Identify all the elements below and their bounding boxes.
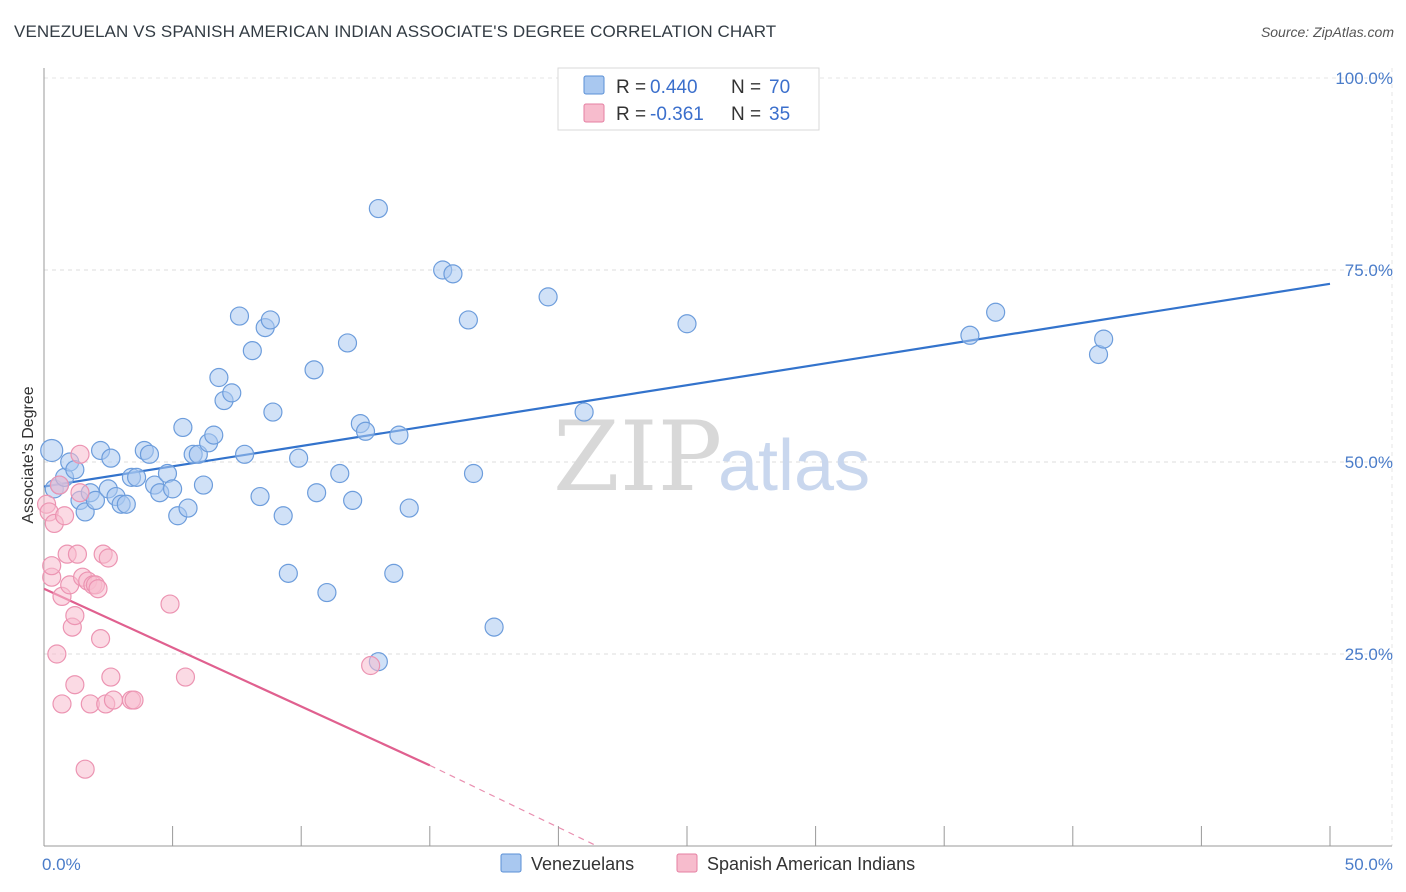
bottom-legend: Venezuelans Spanish American Indians [500,853,915,874]
venezuelans-point-35 [229,306,250,326]
spanish-american-indians-point-32 [124,690,144,710]
venezuelans-point-48 [330,463,350,484]
y-tick-label-3: 100.0% [1335,69,1393,88]
venezuelans-point-56 [389,425,409,445]
x-tick-label-1: 50.0% [1345,855,1393,874]
venezuelans-point-31 [204,425,224,445]
venezuelans-point-45 [304,360,324,380]
legend-r-value-2: -0.361 [650,104,704,125]
venezuelans-point-64 [574,402,594,422]
legend-n-value-1: 70 [769,77,790,98]
venezuelans-point-52 [355,421,376,441]
venezuelans-point-9 [85,490,106,510]
y-tick-labels: 25.0% 50.0% 75.0% 100.0% [1335,69,1393,664]
venezuelans-point-32 [209,367,229,388]
spanish-american-indians-point-35 [361,655,381,676]
venezuelans-point-61 [463,463,484,484]
venezuelans-point-38 [250,486,270,507]
venezuelans-point-54 [368,198,388,219]
venezuelans-point-43 [278,563,298,583]
spanish-american-indians-point-8 [52,694,72,714]
spanish-american-indians-point-5 [47,644,67,664]
legend-n-label-2: N = [731,104,761,125]
bottom-legend-label-venezuelans: Venezuelans [531,854,634,874]
spanish-american-indians-point-9 [54,506,75,526]
y-tick-label-0: 25.0% [1345,645,1393,664]
legend-swatch-venezuelans [583,75,605,95]
y-tick-label-2: 75.0% [1345,261,1393,280]
venezuelans-point-34 [222,383,242,403]
x-tick-label-0: 0.0% [42,855,81,874]
venezuelans-point-23 [163,479,183,499]
venezuelans-point-12 [101,448,121,468]
spanish-american-indians-point-33 [160,594,180,614]
venezuelans-point-67 [986,302,1006,322]
spanish-american-indians-point-28 [98,548,118,568]
spanish-american-indians-trend-line-extension [429,764,598,847]
legend-r-value-1: 0.440 [650,77,698,98]
trend-lines [43,282,1331,847]
spanish-american-indians-point-13 [65,605,85,626]
venezuelans-point-41 [263,402,283,422]
venezuelans-trend-line [43,282,1331,488]
venezuelans-point-50 [343,490,363,510]
venezuelans-point-47 [317,582,337,603]
venezuelans-point-62 [484,617,504,637]
x-tick-labels: 0.0% 50.0% [42,855,1393,874]
watermark-atlas: atlas [718,426,870,506]
venezuelans-point-0 [40,438,64,463]
venezuelans-point-25 [173,417,193,438]
spanish-american-indians-point-29 [101,667,121,687]
spanish-american-indians-point-6 [49,475,70,495]
venezuelans-point-59 [443,264,463,284]
y-axis-label: Associate's Degree [20,386,37,523]
data-points [36,198,1114,779]
venezuelans-point-37 [242,341,262,361]
venezuelans-point-63 [538,287,558,307]
legend-r-label-1: R = [616,77,646,98]
venezuelans-point-40 [260,310,280,330]
spanish-american-indians-point-19 [75,759,95,779]
venezuelans-point-49 [337,333,358,353]
chart-title: VENEZUELAN VS SPANISH AMERICAN INDIAN AS… [14,22,777,41]
venezuelans-point-15 [116,494,136,514]
bottom-legend-label-spanish-american-indians: Spanish American Indians [707,854,915,874]
venezuelans-point-17 [126,467,147,487]
legend-n-value-2: 35 [769,104,790,125]
spanish-american-indians-point-24 [88,579,108,599]
spanish-american-indians-point-30 [103,690,124,710]
venezuelans-point-29 [193,475,214,495]
spanish-american-indians-point-3 [42,556,62,576]
venezuelans-point-66 [960,325,980,345]
grid-lines [44,68,1393,846]
venezuelans-point-65 [677,314,697,334]
venezuelans-point-69 [1094,329,1114,349]
legend-r-label-2: R = [616,104,646,125]
venezuelans-point-57 [399,498,419,518]
legend: R = 0.440 N = 70 R = -0.361 N = 35 [557,67,820,131]
venezuelans-point-46 [307,483,327,503]
watermark: ZIP atlas [553,401,870,513]
legend-n-label-1: N = [731,77,761,98]
spanish-american-indians-point-25 [90,629,111,649]
legend-swatch-spanish-american-indians [583,103,605,123]
bottom-legend-swatch-spanish-american-indians [676,853,698,873]
venezuelans-point-26 [178,498,198,518]
bottom-legend-swatch-venezuelans [500,853,522,873]
venezuelans-point-60 [458,310,478,330]
venezuelans-point-42 [273,506,293,526]
spanish-american-indians-point-17 [70,483,90,503]
spanish-american-indians-point-16 [70,444,90,464]
source-credit: Source: ZipAtlas.com [1260,24,1394,40]
venezuelans-point-44 [289,448,309,468]
spanish-american-indians-trend-line [43,587,431,767]
venezuelans-point-55 [384,563,404,583]
spanish-american-indians-point-34 [175,667,196,687]
y-tick-label-1: 50.0% [1345,453,1393,472]
spanish-american-indians-point-15 [67,544,88,564]
venezuelans-point-36 [235,444,255,464]
spanish-american-indians-point-14 [65,675,85,695]
venezuelans-point-19 [139,444,160,464]
